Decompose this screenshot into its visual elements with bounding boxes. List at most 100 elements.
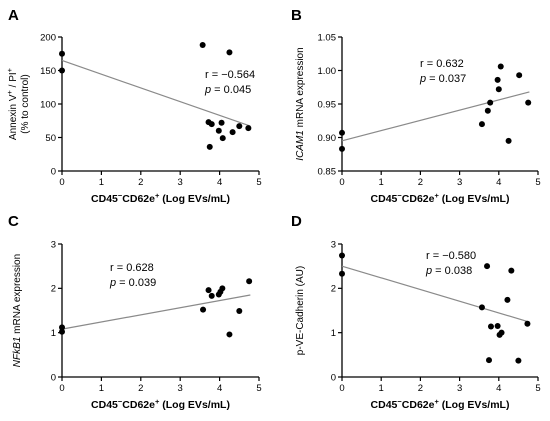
- stat-r: r = 0.632: [420, 58, 464, 70]
- data-point: [339, 129, 345, 136]
- data-point: [495, 86, 502, 93]
- x-tick-label: 3: [457, 177, 462, 188]
- data-point: [339, 270, 345, 277]
- y-tick-label: 0.85: [318, 166, 337, 177]
- regression-line: [341, 91, 530, 142]
- data-point: [236, 123, 243, 130]
- x-tick-label: 1: [99, 177, 104, 188]
- data-point: [515, 357, 522, 364]
- y-tick-label: 100: [40, 99, 56, 110]
- data-point: [498, 329, 505, 336]
- x-tick-label: 2: [418, 383, 423, 394]
- y-tick-label: 1: [331, 328, 336, 339]
- panel-label: C: [8, 213, 19, 230]
- x-tick-label: 2: [138, 177, 143, 188]
- x-tick-label: 1: [379, 383, 384, 394]
- data-point: [339, 252, 345, 259]
- x-tick-label: 2: [138, 383, 143, 394]
- data-point: [494, 323, 501, 330]
- y-tick-label: 3: [331, 239, 336, 250]
- stat-p: p = 0.039: [109, 277, 156, 289]
- x-tick-label: 5: [535, 383, 540, 394]
- y-tick-label: 0: [51, 166, 56, 177]
- regression-line: [61, 294, 251, 330]
- data-point: [219, 285, 226, 292]
- x-tick-label: 0: [339, 383, 344, 394]
- x-tick-label: 4: [217, 383, 222, 394]
- x-tick-label: 4: [496, 383, 501, 394]
- panel-d: D 0 1 2 3 4 5 0 1 2 3 r = −0.580 p = 0.038 CD45−CD62e…: [291, 213, 541, 411]
- data-point: [516, 72, 523, 79]
- data-point: [505, 137, 512, 144]
- y-tick-label: 1.00: [318, 66, 337, 77]
- data-point: [199, 42, 206, 49]
- data-point: [59, 50, 65, 57]
- data-point: [215, 127, 222, 134]
- panel-label: B: [291, 7, 302, 24]
- data-point: [208, 292, 215, 299]
- data-point: [484, 263, 491, 270]
- y-tick-label: 1: [51, 328, 56, 339]
- data-point: [246, 278, 253, 285]
- x-tick-label: 1: [379, 177, 384, 188]
- data-point: [205, 287, 212, 294]
- panel-b: B 0 1 2 3 4 5 0.85 0.90 0.95 1.00 1.05 r = 0.632 p = …: [291, 7, 541, 205]
- data-point: [226, 331, 233, 338]
- y-tick-label: 0: [51, 372, 56, 383]
- stat-p: p = 0.045: [204, 84, 251, 96]
- x-tick-label: 5: [535, 177, 540, 188]
- data-point: [504, 296, 511, 303]
- y-axis-label: Annexin V+ / PI+(% to control): [5, 67, 31, 140]
- data-point: [486, 357, 492, 364]
- y-tick-label: 0.95: [318, 99, 337, 110]
- x-tick-label: 1: [99, 383, 104, 394]
- data-point: [487, 323, 494, 330]
- data-point: [219, 135, 226, 142]
- y-tick-label: 2: [51, 284, 56, 295]
- x-tick-label: 3: [178, 177, 183, 188]
- x-tick-label: 0: [59, 383, 64, 394]
- regression-line: [61, 59, 251, 127]
- y-tick-label: 0.90: [318, 133, 337, 144]
- data-point: [484, 107, 491, 114]
- x-tick-label: 4: [217, 177, 222, 188]
- x-tick-label: 4: [496, 177, 501, 188]
- y-tick-label: 200: [40, 32, 56, 43]
- data-point: [200, 306, 207, 313]
- stat-p: p = 0.038: [425, 265, 472, 277]
- x-tick-label: 5: [256, 177, 261, 188]
- data-point: [524, 320, 531, 327]
- regression-line: [341, 265, 530, 323]
- data-point: [226, 49, 233, 56]
- data-point: [206, 143, 213, 150]
- y-axis-label: NFkB1 mRNA expression: [12, 254, 23, 367]
- y-tick-label: 150: [40, 66, 56, 77]
- stat-p: p = 0.037: [419, 73, 466, 85]
- x-axis-label: CD45−CD62e+ (Log EVs/mL): [371, 397, 510, 411]
- x-tick-label: 3: [178, 383, 183, 394]
- stat-r: r = −0.580: [426, 250, 476, 262]
- data-point: [494, 76, 501, 83]
- data-point: [497, 63, 504, 70]
- x-tick-label: 5: [256, 383, 261, 394]
- y-axis-label: p-VE-Cadherin (AU): [295, 266, 306, 355]
- data-point: [218, 119, 225, 126]
- panel-label: A: [8, 7, 19, 24]
- stat-r: r = −0.564: [205, 69, 255, 81]
- data-point: [59, 328, 65, 335]
- panel-c: C 0 1 2 3 4 5 0 1 2 3 r = 0.628 p = 0.039 CD45−CD62e+…: [8, 213, 262, 411]
- y-tick-label: 50: [45, 133, 56, 144]
- y-tick-label: 0: [331, 372, 336, 383]
- y-axis-label: ICAM1 mRNA expression: [295, 47, 306, 160]
- panel-label: D: [291, 213, 302, 230]
- data-point: [229, 129, 236, 136]
- data-point: [236, 307, 243, 314]
- x-axis-label: CD45−CD62e+ (Log EVs/mL): [91, 397, 230, 411]
- x-tick-label: 2: [418, 177, 423, 188]
- data-point: [508, 267, 515, 274]
- y-tick-label: 3: [51, 239, 56, 250]
- x-tick-label: 3: [457, 383, 462, 394]
- x-axis-label: CD45−CD62e+ (Log EVs/mL): [91, 191, 230, 205]
